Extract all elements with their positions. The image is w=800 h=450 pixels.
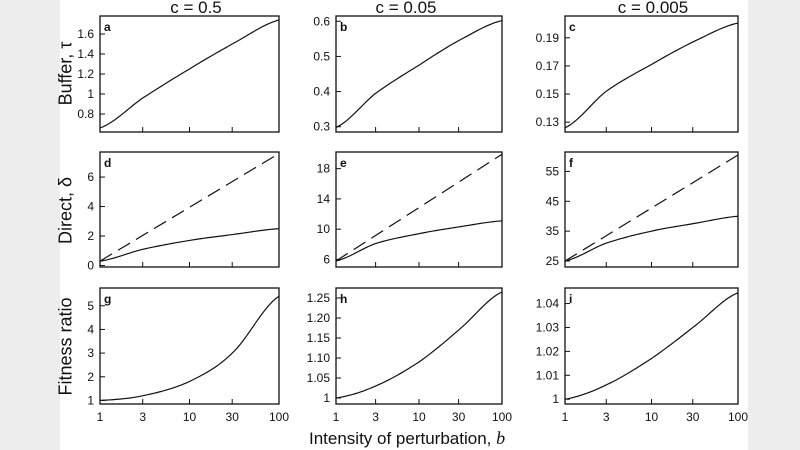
panel-d-direct-line (99, 152, 280, 262)
panel-d-ytick-label: 6 (87, 170, 94, 184)
panel-g-ytick-label: 1 (87, 393, 94, 407)
panel-c-label: c (569, 20, 576, 34)
panel-h-label: h (340, 292, 347, 306)
panel-h-ytick-label: 1.05 (307, 371, 331, 385)
panel-g-xtick-label: 10 (183, 410, 197, 424)
panel-d-ytick-label: 4 (87, 200, 94, 214)
panel-a-ytick-label: 1.2 (77, 67, 94, 81)
panel-g-frame (99, 287, 280, 405)
panel-h-ytick-label: 1 (323, 391, 330, 405)
panel-d-label: d (104, 156, 111, 170)
panel-g-ytick-label: 2 (87, 370, 94, 384)
panel-g-xtick-label: 3 (139, 410, 146, 424)
panel-a-frame (99, 15, 280, 133)
panel-g-ytick-label: 4 (87, 322, 94, 336)
panel-c-ytick-label: 0.13 (536, 115, 560, 129)
panel-g-ytick-label: 3 (87, 346, 94, 360)
x-axis-label-text: Intensity of perturbation, (309, 429, 497, 448)
panel-e-ytick-label: 14 (317, 192, 331, 206)
panel-h-ytick-label: 1.15 (307, 331, 331, 345)
panel-f-ytick-label: 35 (546, 224, 560, 238)
panel-c-ytick-label: 0.15 (536, 87, 560, 101)
panel-a-ytick-label: 1.4 (77, 47, 94, 61)
panel-d-ytick-label: 0 (87, 259, 94, 273)
column-title-c-0.5: c = 0.5 (170, 0, 222, 17)
panel-a-label: a (104, 20, 111, 34)
panel-g-xtick-label: 100 (269, 410, 289, 424)
panel-h-ytick-label: 1.25 (307, 291, 331, 305)
right-margin-background (748, 0, 800, 450)
panel-c-buffer-line (564, 22, 739, 129)
panel-a-ytick-label: 1.6 (77, 27, 94, 41)
panel-e-buffered-line (335, 220, 503, 262)
panel-g-xtick-label: 30 (226, 410, 240, 424)
panel-e-ytick-label: 18 (317, 162, 331, 176)
panel-i-ytick-label: 1.01 (536, 368, 560, 382)
panel-g-label: g (104, 292, 111, 306)
panel-f-direct-line (564, 154, 739, 262)
panel-f-buffered-line (564, 215, 739, 262)
panel-f-label: f (569, 156, 574, 170)
panel-h-frame (335, 287, 503, 405)
panel-h-xtick-label: 1 (333, 410, 340, 424)
panel-i-xtick-label: 10 (645, 410, 659, 424)
x-axis-label-variable: b (496, 428, 506, 448)
panel-e-ytick-label: 6 (323, 252, 330, 266)
panel-g-ytick-label: 5 (87, 299, 94, 313)
panel-i-ytick-label: 1.02 (536, 344, 560, 358)
panel-c-frame (564, 15, 739, 133)
panel-f-ytick-label: 45 (546, 194, 560, 208)
panel-i-frame (564, 287, 739, 405)
panel-i-xtick-label: 30 (686, 410, 700, 424)
panel-h-xtick-label: 30 (452, 410, 466, 424)
panel-f-ytick-label: 55 (546, 164, 560, 178)
x-axis-label: Intensity of perturbation, b (309, 428, 505, 449)
panel-h-ytick-label: 1.10 (307, 351, 331, 365)
panel-i-ytick-label: 1 (552, 392, 559, 406)
panel-e-direct-line (335, 153, 503, 262)
panel-e-label: e (340, 156, 347, 170)
panel-h-xtick-label: 10 (412, 410, 426, 424)
panel-h-xtick-label: 100 (492, 410, 512, 424)
panel-h-fitness-line (335, 291, 503, 399)
left-margin-background (0, 0, 60, 450)
panel-c-ytick-label: 0.19 (536, 31, 560, 45)
panel-a-ytick-label: 1 (87, 87, 94, 101)
panel-i-ytick-label: 1.04 (536, 297, 560, 311)
panel-i-fitness-line (564, 292, 739, 400)
panel-f-ytick-label: 25 (546, 254, 560, 268)
panel-e-ytick-label: 10 (317, 222, 331, 236)
panel-g-fitness-line (99, 295, 280, 402)
panel-b-ytick-label: 0.5 (313, 49, 330, 63)
panel-g-xtick-label: 1 (97, 410, 104, 424)
panel-b-ytick-label: 0.4 (313, 85, 330, 99)
panel-i-xtick-label: 1 (562, 410, 569, 424)
panel-c-ytick-label: 0.17 (536, 59, 560, 73)
panel-i-ytick-label: 1.03 (536, 320, 560, 334)
panel-i-xtick-label: 100 (728, 410, 748, 424)
panel-b-buffer-line (335, 19, 503, 128)
panel-a-ytick-label: 0.8 (77, 107, 94, 121)
column-title-c-0.005: c = 0.005 (617, 0, 689, 17)
panel-i-label: i (569, 292, 572, 306)
panel-b-ytick-label: 0.3 (313, 120, 330, 134)
column-title-c-0.05: c = 0.05 (375, 0, 437, 17)
panel-h-xtick-label: 3 (372, 410, 379, 424)
panel-b-frame (335, 15, 503, 133)
panel-h-ytick-label: 1.20 (307, 311, 331, 325)
panel-d-ytick-label: 2 (87, 229, 94, 243)
panel-i-xtick-label: 3 (603, 410, 610, 424)
panel-a-buffer-line (99, 19, 280, 129)
panel-b-label: b (340, 20, 347, 34)
panel-b-ytick-label: 0.6 (313, 14, 330, 28)
panel-d-buffered-line (99, 228, 280, 262)
